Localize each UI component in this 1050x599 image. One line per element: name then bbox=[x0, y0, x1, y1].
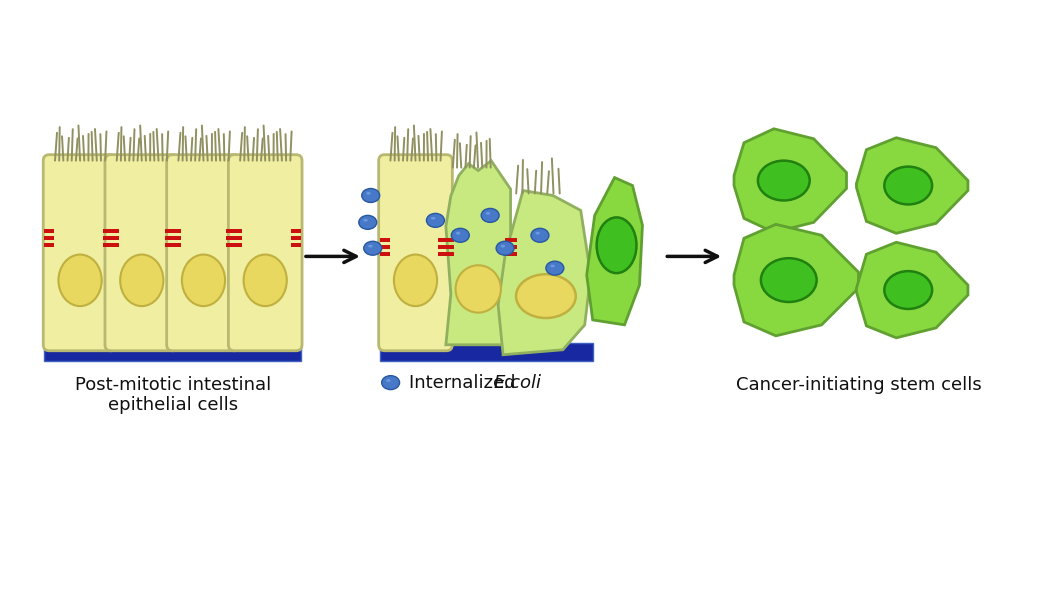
Polygon shape bbox=[587, 177, 643, 325]
Bar bbox=[165, 243, 181, 247]
Ellipse shape bbox=[481, 208, 499, 222]
Bar bbox=[380, 343, 592, 361]
Ellipse shape bbox=[363, 219, 367, 222]
Ellipse shape bbox=[363, 241, 381, 255]
Ellipse shape bbox=[59, 255, 102, 306]
Ellipse shape bbox=[430, 217, 436, 220]
Polygon shape bbox=[857, 242, 968, 338]
Ellipse shape bbox=[501, 245, 505, 247]
Ellipse shape bbox=[546, 261, 564, 275]
Bar bbox=[44, 229, 55, 233]
Ellipse shape bbox=[596, 217, 636, 273]
Bar bbox=[44, 236, 55, 240]
Polygon shape bbox=[734, 129, 846, 232]
Polygon shape bbox=[498, 190, 591, 355]
Ellipse shape bbox=[359, 216, 377, 229]
Ellipse shape bbox=[182, 255, 225, 306]
Text: Internalized: Internalized bbox=[408, 374, 526, 392]
Ellipse shape bbox=[394, 255, 437, 306]
Bar bbox=[505, 244, 517, 249]
Bar bbox=[380, 252, 390, 256]
Ellipse shape bbox=[369, 245, 373, 247]
Bar bbox=[291, 236, 301, 240]
Bar bbox=[227, 243, 243, 247]
Bar bbox=[103, 236, 119, 240]
Bar bbox=[505, 238, 517, 241]
Ellipse shape bbox=[884, 167, 932, 204]
Bar bbox=[227, 236, 243, 240]
Ellipse shape bbox=[516, 274, 575, 318]
Bar bbox=[439, 244, 455, 249]
FancyBboxPatch shape bbox=[379, 155, 453, 351]
Text: E.coli: E.coli bbox=[494, 374, 541, 392]
FancyBboxPatch shape bbox=[43, 155, 117, 351]
Bar bbox=[165, 229, 181, 233]
Ellipse shape bbox=[456, 232, 460, 235]
Ellipse shape bbox=[536, 232, 540, 235]
Ellipse shape bbox=[366, 192, 371, 195]
Bar bbox=[44, 343, 301, 361]
Bar bbox=[439, 238, 455, 241]
Ellipse shape bbox=[362, 189, 380, 202]
Ellipse shape bbox=[452, 228, 469, 242]
Ellipse shape bbox=[456, 265, 501, 313]
Polygon shape bbox=[446, 161, 510, 345]
Bar bbox=[380, 238, 390, 241]
Polygon shape bbox=[857, 138, 968, 233]
Bar bbox=[291, 243, 301, 247]
Ellipse shape bbox=[244, 255, 287, 306]
Bar bbox=[505, 252, 517, 256]
Ellipse shape bbox=[386, 379, 391, 382]
Bar bbox=[44, 243, 55, 247]
Bar bbox=[439, 252, 455, 256]
Ellipse shape bbox=[758, 161, 810, 201]
Bar bbox=[103, 243, 119, 247]
Ellipse shape bbox=[426, 213, 444, 228]
Bar bbox=[103, 229, 119, 233]
FancyBboxPatch shape bbox=[167, 155, 240, 351]
Bar bbox=[165, 236, 181, 240]
Text: Cancer-initiating stem cells: Cancer-initiating stem cells bbox=[736, 376, 982, 394]
Ellipse shape bbox=[884, 271, 932, 309]
Ellipse shape bbox=[531, 228, 549, 242]
Ellipse shape bbox=[120, 255, 164, 306]
Polygon shape bbox=[734, 225, 859, 336]
Ellipse shape bbox=[550, 265, 554, 267]
Ellipse shape bbox=[497, 241, 514, 255]
Ellipse shape bbox=[761, 258, 817, 302]
Bar bbox=[380, 244, 390, 249]
Bar bbox=[291, 229, 301, 233]
FancyBboxPatch shape bbox=[105, 155, 178, 351]
Text: Post-mitotic intestinal: Post-mitotic intestinal bbox=[75, 376, 271, 394]
Bar bbox=[227, 229, 243, 233]
Ellipse shape bbox=[381, 376, 400, 389]
Text: epithelial cells: epithelial cells bbox=[107, 395, 237, 413]
FancyBboxPatch shape bbox=[229, 155, 302, 351]
Ellipse shape bbox=[486, 212, 490, 214]
